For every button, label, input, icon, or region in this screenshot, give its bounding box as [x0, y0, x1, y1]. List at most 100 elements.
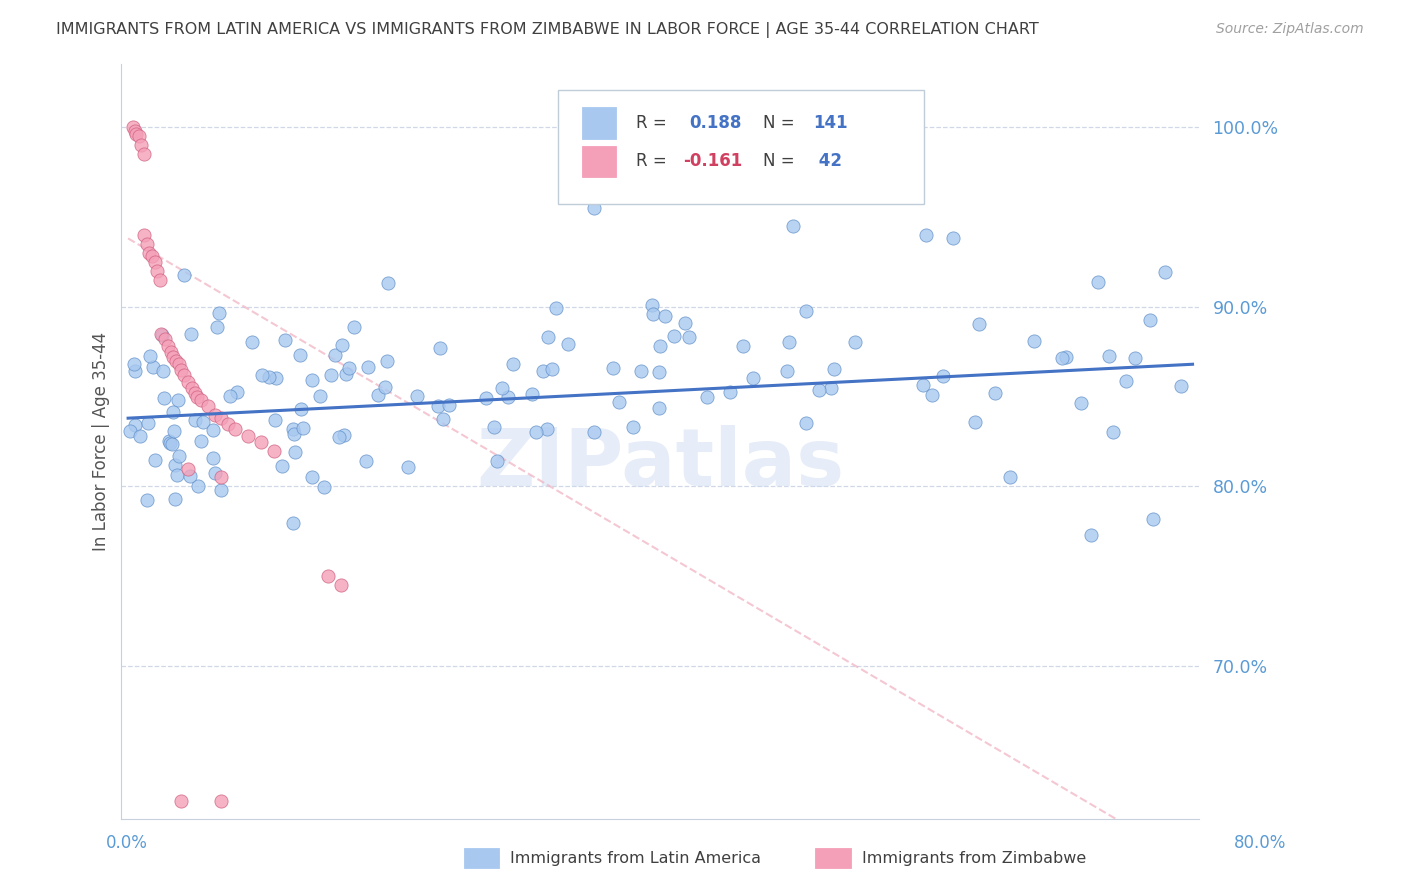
Point: [820, 381, 842, 395]
Point: [319, 368, 342, 382]
Point: [316, 569, 339, 583]
Point: [911, 378, 934, 392]
Point: [426, 399, 449, 413]
Point: [1139, 313, 1161, 327]
Point: [264, 371, 287, 385]
Point: [159, 344, 181, 359]
Point: [170, 794, 193, 808]
Point: [120, 424, 142, 438]
Point: [124, 364, 146, 378]
Point: [291, 421, 314, 435]
Point: [167, 392, 190, 407]
Point: [536, 421, 558, 435]
Point: [396, 460, 419, 475]
Point: [236, 429, 259, 443]
Point: [143, 453, 166, 467]
Point: [201, 423, 224, 437]
Point: [312, 480, 335, 494]
Point: [654, 309, 676, 323]
Text: N =: N =: [762, 153, 800, 170]
Point: [662, 328, 685, 343]
Point: [1022, 334, 1045, 349]
Point: [439, 397, 461, 411]
Point: [263, 413, 285, 427]
Point: [152, 391, 174, 405]
Point: [357, 359, 380, 374]
Text: IMMIGRANTS FROM LATIN AMERICA VS IMMIGRANTS FROM ZIMBABWE IN LABOR FORCE | AGE 3: IMMIGRANTS FROM LATIN AMERICA VS IMMIGRA…: [56, 22, 1039, 38]
Point: [208, 306, 231, 320]
Point: [132, 147, 155, 161]
Text: R =: R =: [636, 114, 672, 132]
Point: [162, 350, 184, 364]
Text: 141: 141: [813, 114, 848, 132]
Point: [129, 429, 152, 443]
Point: [136, 417, 159, 431]
Point: [675, 317, 697, 331]
Point: [1170, 378, 1192, 392]
Point: [582, 201, 605, 215]
Point: [162, 405, 184, 419]
Point: [377, 276, 399, 290]
Point: [778, 334, 800, 349]
Point: [741, 371, 763, 385]
Point: [141, 249, 163, 263]
Point: [180, 326, 202, 341]
Point: [131, 137, 153, 152]
Point: [541, 361, 564, 376]
Point: [217, 417, 239, 431]
Point: [557, 337, 579, 351]
Point: [531, 364, 554, 378]
Point: [537, 330, 560, 344]
Point: [1050, 351, 1073, 365]
Point: [209, 794, 232, 808]
Point: [343, 320, 366, 334]
Point: [502, 357, 524, 371]
FancyBboxPatch shape: [558, 90, 924, 203]
Point: [375, 354, 398, 368]
Point: [648, 365, 671, 379]
Point: [942, 231, 965, 245]
Point: [150, 327, 173, 342]
Point: [250, 434, 273, 449]
Point: [963, 415, 986, 429]
Point: [498, 390, 520, 404]
Text: 42: 42: [813, 153, 842, 170]
Point: [263, 443, 285, 458]
Point: [406, 389, 429, 403]
Point: [931, 369, 953, 384]
Point: [998, 469, 1021, 483]
Point: [281, 422, 304, 436]
Point: [191, 415, 214, 429]
Point: [328, 430, 350, 444]
Point: [335, 367, 357, 381]
Point: [1098, 349, 1121, 363]
Point: [179, 469, 201, 483]
Point: [648, 401, 671, 415]
Point: [367, 388, 389, 402]
Point: [283, 427, 305, 442]
Point: [157, 434, 180, 448]
Point: [205, 320, 228, 334]
Text: 0.188: 0.188: [689, 114, 742, 132]
Point: [274, 334, 297, 348]
Point: [150, 326, 173, 341]
Point: [184, 412, 207, 426]
Point: [250, 368, 273, 382]
Text: ZIPatlas: ZIPatlas: [477, 425, 845, 503]
Point: [782, 219, 804, 233]
Point: [1154, 265, 1177, 279]
Point: [167, 449, 190, 463]
Point: [844, 334, 866, 349]
Point: [621, 419, 644, 434]
Point: [224, 422, 246, 436]
Point: [323, 347, 346, 361]
Point: [522, 387, 544, 401]
Bar: [582, 145, 616, 178]
Point: [607, 395, 630, 409]
Point: [354, 454, 377, 468]
Point: [485, 454, 508, 468]
Point: [333, 428, 356, 442]
Point: [526, 425, 548, 439]
Point: [165, 353, 187, 368]
Point: [204, 408, 226, 422]
